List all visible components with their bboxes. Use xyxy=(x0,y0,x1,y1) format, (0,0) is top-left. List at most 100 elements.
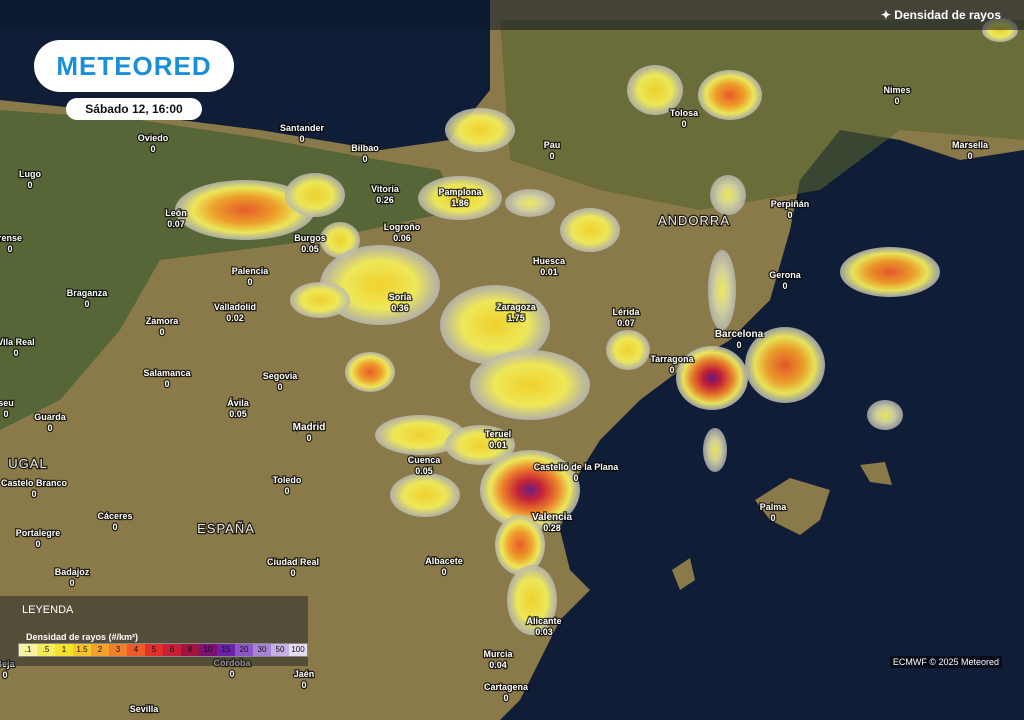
timestamp[interactable]: Sábado 12, 16:00 xyxy=(66,98,202,120)
city-value: 0 xyxy=(782,281,787,291)
city-name: Lugo xyxy=(19,169,41,179)
storm-cell xyxy=(708,250,736,330)
city-name: Pamplona xyxy=(438,187,482,197)
storm-cell xyxy=(867,400,903,430)
region-label: UGAL xyxy=(8,456,47,471)
legend-swatch: 15 xyxy=(217,644,235,656)
city-value: 0 xyxy=(47,423,52,433)
city-name: Cáceres xyxy=(97,511,132,521)
legend-swatch: 4 xyxy=(127,644,145,656)
city-value: 0 xyxy=(503,693,508,703)
city-value: 0.01 xyxy=(540,267,558,277)
storm-cell xyxy=(445,425,515,465)
land-green xyxy=(0,110,460,430)
island xyxy=(860,462,892,485)
legend: LEYENDA Densidad de rayos (#/km²) .1.5 1 1… xyxy=(0,596,308,666)
city-value: 1.75 xyxy=(507,313,525,323)
city-name: Soria xyxy=(389,292,413,302)
city-name: Tolosa xyxy=(670,108,699,118)
city-value: 0 xyxy=(84,299,89,309)
legend-swatch: 20 xyxy=(235,644,253,656)
storm-cell xyxy=(375,415,465,455)
city-name: Badajoz xyxy=(55,567,90,577)
top-bar xyxy=(0,0,1024,30)
city-name: Sevilla xyxy=(130,704,160,714)
city-name: Braganza xyxy=(67,288,109,298)
city-name: Bilbao xyxy=(351,143,379,153)
labels: ANDORRAESPAÑAUGALOviedo0Santander0Bilbao… xyxy=(0,84,990,716)
city-value: 0 xyxy=(112,522,117,532)
city-value: 0.06 xyxy=(393,233,411,243)
city-name: Ávila xyxy=(227,398,250,408)
city-value: 0.01 xyxy=(489,440,507,450)
city-name: Salamanca xyxy=(143,368,191,378)
city-name: Palencia xyxy=(232,266,270,276)
city-name: Valladolid xyxy=(214,302,256,312)
city-value: 0.07 xyxy=(617,318,635,328)
storm-cell xyxy=(290,282,350,318)
city-value: 0 xyxy=(770,513,775,523)
legend-swatch: .5 xyxy=(37,644,55,656)
city-value: 0.05 xyxy=(415,466,433,476)
legend-title: LEYENDA xyxy=(22,604,74,616)
city-name: Nimes xyxy=(883,85,910,95)
city-value: 0 xyxy=(159,327,164,337)
city-name: Alicante xyxy=(526,616,561,626)
storm-cell xyxy=(470,350,590,420)
storm-cell xyxy=(175,180,315,240)
city-name: Palma xyxy=(760,502,788,512)
city-name: Pau xyxy=(544,140,561,150)
city-value: 0 xyxy=(164,379,169,389)
city-name: Castelló de la Plana xyxy=(534,462,620,472)
legend-subtitle: Densidad de rayos (#/km²) xyxy=(26,632,139,642)
legend-swatch: 3 xyxy=(109,644,127,656)
legend-swatch: 10 xyxy=(199,644,217,656)
city-value: 0 xyxy=(277,382,282,392)
city-name: Murcia xyxy=(483,649,513,659)
storm-cell xyxy=(560,208,620,252)
storm-cell xyxy=(480,450,580,530)
city-name: Tarragona xyxy=(650,354,694,364)
storm-cell xyxy=(505,189,555,217)
storm-cell xyxy=(676,346,748,410)
city-name: Cuenca xyxy=(408,455,442,465)
storm-cell xyxy=(840,247,940,297)
city-value: 0 xyxy=(3,409,8,419)
city-value: 0 xyxy=(35,539,40,549)
legend-scale: .1.5 1 1.5 2 3 4 5 6 8 10 15 20 30 50 100 xyxy=(18,643,308,657)
storm-cell xyxy=(606,330,650,370)
city-name: Guarda xyxy=(34,412,67,422)
city-value: 0.04 xyxy=(489,660,507,670)
city-name: Logroño xyxy=(384,222,421,232)
city-value: 0 xyxy=(549,151,554,161)
city-name: Segovia xyxy=(263,371,299,381)
city-name: Gerona xyxy=(769,270,802,280)
city-name: Santander xyxy=(280,123,325,133)
city-name: Vila Real xyxy=(0,337,35,347)
storm-cell xyxy=(345,352,395,392)
layer-name[interactable]: ✦ Densidad de rayos xyxy=(880,8,1001,22)
storm-cell xyxy=(495,515,545,575)
city-name: Huesca xyxy=(533,256,566,266)
city-name: León xyxy=(165,208,187,218)
storm-cell xyxy=(440,285,550,365)
layer-label[interactable]: Densidad de rayos xyxy=(894,8,1001,22)
city-value: 0.03 xyxy=(535,627,553,637)
logo[interactable]: METEORED xyxy=(34,40,234,92)
city-name: Madrid xyxy=(293,422,326,433)
island xyxy=(672,558,695,590)
city-name: Valencia xyxy=(532,512,572,523)
city-value: 0 xyxy=(894,96,899,106)
city-value: 0.26 xyxy=(376,195,394,205)
city-name: Lérida xyxy=(612,307,640,317)
legend-swatch: 50 xyxy=(271,644,289,656)
city-name: Zaragoza xyxy=(496,302,537,312)
city-value: 0 xyxy=(967,151,972,161)
credit: ECMWF © 2025 Meteored xyxy=(889,656,1002,668)
city-name: Albacete xyxy=(425,556,463,566)
city-name: Burgos xyxy=(294,233,326,243)
city-value: 0.05 xyxy=(301,244,319,254)
storm-cell xyxy=(320,222,360,258)
city-name: Perpiñán xyxy=(771,199,810,209)
